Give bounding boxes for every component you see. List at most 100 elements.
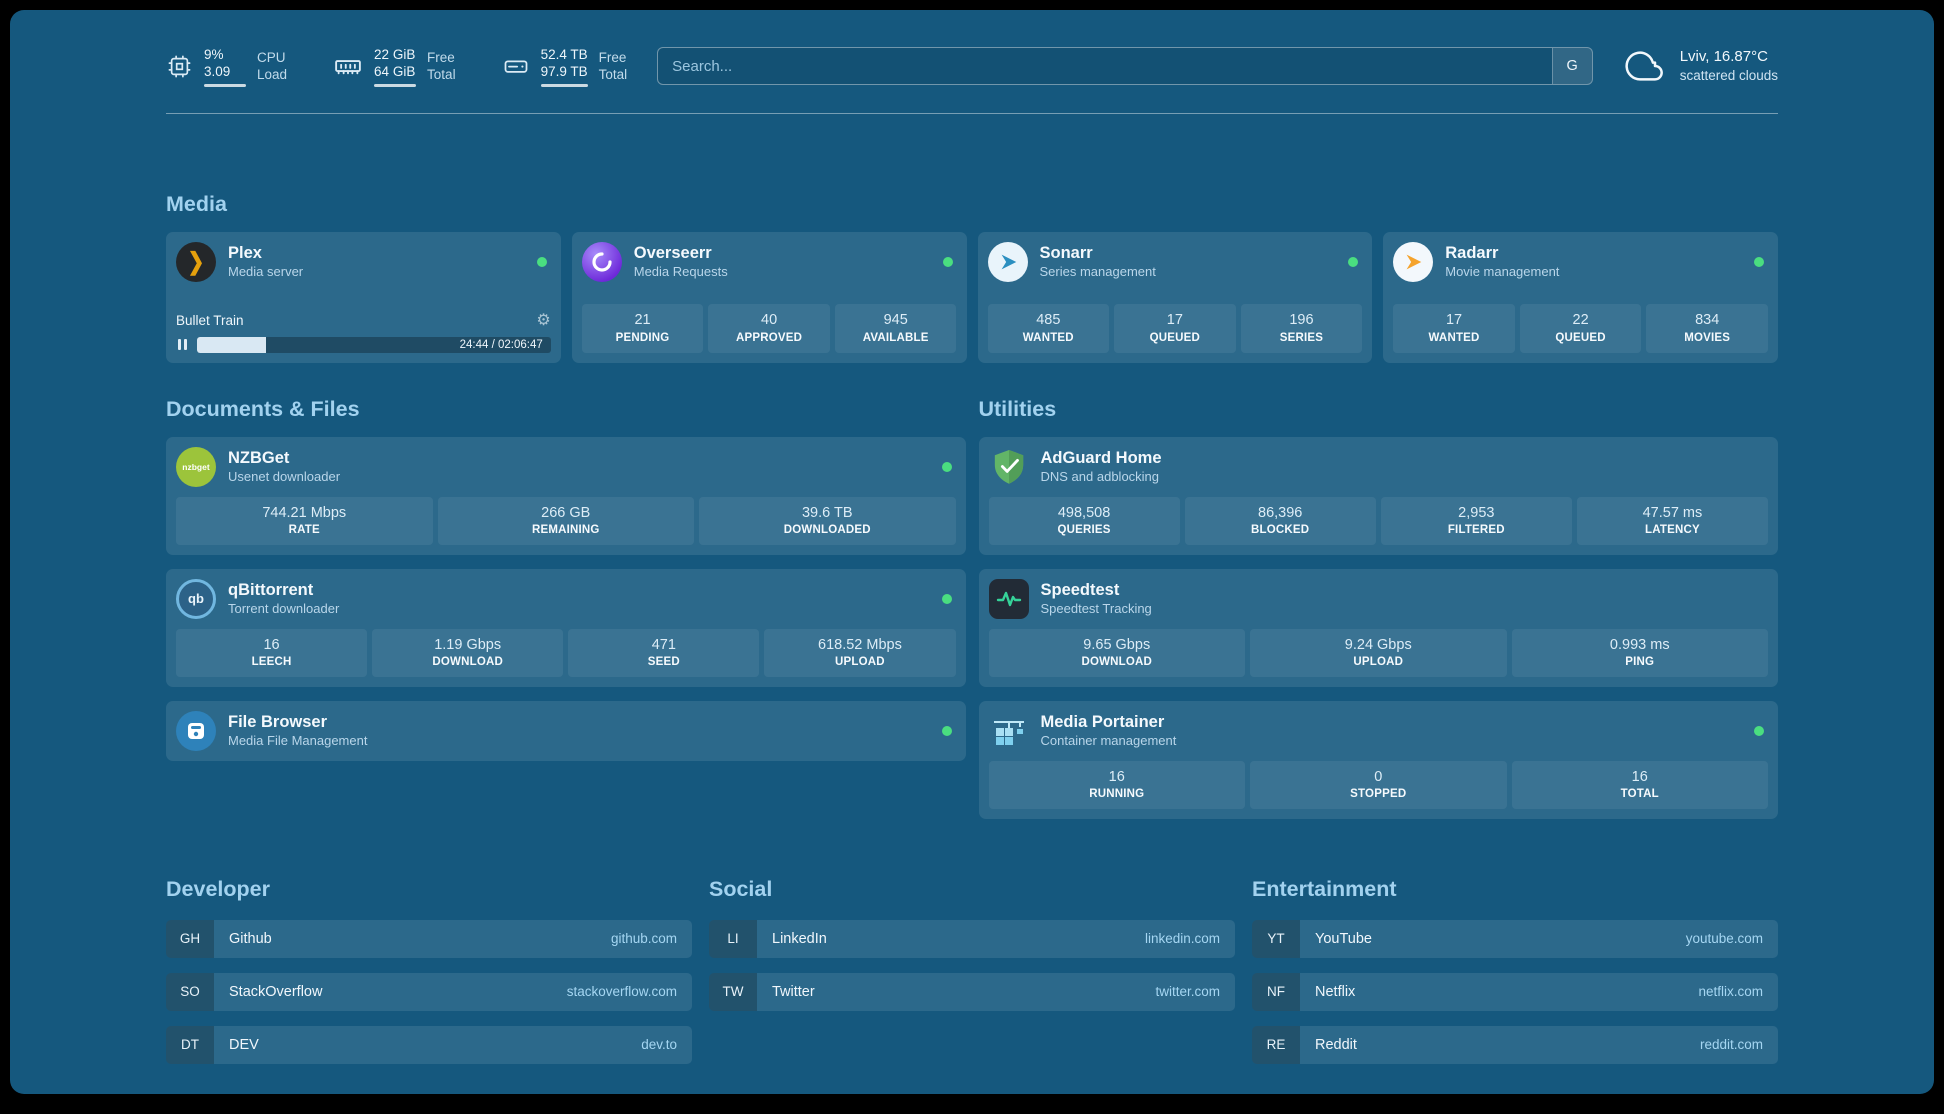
service-card-plex[interactable]: ❯ Plex Media server Bullet Train ⚙ bbox=[166, 231, 561, 363]
service-title: Speedtest bbox=[1040, 581, 1120, 600]
disk-values: 52.4 TB 97.9 TB bbox=[540, 46, 588, 87]
card-titles: Speedtest Speedtest Tracking bbox=[1041, 580, 1152, 617]
card-titles: File Browser Media File Management bbox=[228, 712, 367, 749]
service-subtitle: Torrent downloader bbox=[228, 600, 340, 616]
disk-meter-bar bbox=[540, 83, 588, 87]
bookmark-youtube[interactable]: YT YouTube youtube.com bbox=[1252, 919, 1778, 958]
bookmark-name: Twitter bbox=[772, 983, 815, 1000]
playback-progress-bar[interactable]: 24:44 / 02:06:47 bbox=[197, 336, 551, 353]
nzbget-icon: nzbget bbox=[176, 446, 216, 487]
cpu-icon bbox=[166, 53, 193, 80]
filebrowser-icon bbox=[176, 710, 216, 751]
service-title: Radarr bbox=[1445, 244, 1499, 263]
service-card-nzbget[interactable]: nzbget NZBGet Usenet downloader 744.21 M… bbox=[166, 436, 966, 555]
cpu-usage-value: 9% bbox=[204, 47, 224, 62]
stat-download: 9.65 Gbps DOWNLOAD bbox=[988, 628, 1245, 677]
bookmark-name: Reddit bbox=[1315, 1036, 1357, 1053]
bookmark-url: dev.to bbox=[641, 1037, 677, 1053]
stat-wanted: 17 WANTED bbox=[1393, 304, 1515, 353]
service-card-speedtest[interactable]: Speedtest Speedtest Tracking 9.65 Gbps D… bbox=[978, 568, 1778, 687]
service-card-adguard[interactable]: AdGuard Home DNS and adblocking 498,508 … bbox=[978, 436, 1778, 555]
search-input[interactable] bbox=[658, 48, 1552, 85]
service-card-qbittorrent[interactable]: qb qBittorrent Torrent downloader 16 LEE… bbox=[166, 568, 966, 687]
cloud-icon bbox=[1623, 46, 1667, 86]
status-dot bbox=[536, 256, 547, 267]
section-documents: Documents & Files nzbget NZBGet Usenet d… bbox=[166, 397, 966, 761]
card-header: nzbget NZBGet Usenet downloader bbox=[176, 446, 956, 487]
now-playing: Bullet Train ⚙ 24:44 / 02:06:47 bbox=[176, 307, 551, 353]
bookmark-twitter[interactable]: TW Twitter twitter.com bbox=[709, 972, 1235, 1011]
bookmark-url: twitter.com bbox=[1155, 984, 1220, 1000]
bookmark-netflix[interactable]: NF Netflix netflix.com bbox=[1252, 972, 1778, 1011]
card-titles: Overseerr Media Requests bbox=[634, 243, 728, 280]
stats-row: 485 WANTED 17 QUEUED 196 SERIES bbox=[987, 304, 1363, 353]
service-subtitle: Media File Management bbox=[228, 732, 368, 748]
service-subtitle: Media server bbox=[228, 263, 304, 279]
bookmark-linkedin[interactable]: LI LinkedIn linkedin.com bbox=[709, 919, 1235, 958]
radarr-icon bbox=[1393, 241, 1434, 282]
section-title-documents: Documents & Files bbox=[166, 396, 360, 421]
free-label: Free bbox=[598, 50, 627, 65]
service-card-filebrowser[interactable]: File Browser Media File Management bbox=[166, 700, 966, 761]
bookmark-github[interactable]: GH Github github.com bbox=[166, 919, 692, 958]
now-playing-row: Bullet Train ⚙ bbox=[176, 311, 551, 329]
service-card-sonarr[interactable]: Sonarr Series management 485 WANTED 17 Q… bbox=[977, 231, 1373, 363]
card-titles: Radarr Movie management bbox=[1445, 243, 1559, 280]
service-card-radarr[interactable]: Radarr Movie management 17 WANTED 22 QUE… bbox=[1383, 231, 1778, 363]
service-card-overseerr[interactable]: Overseerr Media Requests 21 PENDING 40 A… bbox=[571, 231, 967, 363]
top-bar: 9% 3.09 CPU Load bbox=[166, 10, 1778, 87]
service-card-portainer[interactable]: Media Portainer Container management 16 … bbox=[978, 700, 1778, 819]
cpu-meter-bar bbox=[204, 83, 246, 87]
stat-upload: 9.24 Gbps UPLOAD bbox=[1250, 628, 1507, 677]
card-header: Sonarr Series management bbox=[987, 241, 1363, 282]
playback-row: 24:44 / 02:06:47 bbox=[176, 336, 551, 353]
service-subtitle: Container management bbox=[1040, 732, 1177, 748]
bookmark-name: StackOverflow bbox=[229, 983, 323, 1000]
bookmark-group-social: Social LI LinkedIn linkedin.com TW Twitt… bbox=[709, 877, 1235, 1011]
cpu-widget: 9% 3.09 CPU Load bbox=[166, 46, 287, 87]
gear-icon[interactable]: ⚙ bbox=[536, 311, 551, 329]
stats-row: 16 LEECH 1.19 Gbps DOWNLOAD 471 SEED 6 bbox=[176, 628, 956, 677]
media-card-grid: ❯ Plex Media server Bullet Train ⚙ bbox=[166, 231, 1778, 363]
status-dot bbox=[1754, 725, 1764, 736]
bookmark-abbr: DT bbox=[166, 1025, 214, 1064]
bookmark-dev[interactable]: DT DEV dev.to bbox=[166, 1025, 692, 1064]
pause-icon[interactable] bbox=[176, 339, 189, 351]
status-dot bbox=[1754, 256, 1764, 267]
service-title: Overseerr bbox=[633, 244, 712, 263]
stat-queued: 17 QUEUED bbox=[1114, 304, 1236, 353]
weather-condition: scattered clouds bbox=[1679, 68, 1778, 84]
bookmark-url: linkedin.com bbox=[1144, 931, 1220, 947]
disk-widget: 52.4 TB 97.9 TB Free Total bbox=[502, 46, 628, 87]
bookmark-url: reddit.com bbox=[1699, 1037, 1763, 1053]
search-provider-button[interactable]: G bbox=[1551, 48, 1592, 85]
stat-upload: 618.52 Mbps UPLOAD bbox=[764, 628, 956, 677]
card-titles: Plex Media server bbox=[228, 243, 303, 280]
resource-widgets: 9% 3.09 CPU Load bbox=[166, 46, 627, 87]
stat-ping: 0.993 ms PING bbox=[1511, 628, 1768, 677]
bookmarks-section: Developer GH Github github.com SO StackO… bbox=[166, 877, 1778, 1064]
bookmark-url: stackoverflow.com bbox=[566, 984, 677, 1000]
stat-available: 945 AVAILABLE bbox=[834, 304, 957, 353]
memory-meter-bar bbox=[374, 83, 417, 87]
card-titles: Sonarr Series management bbox=[1040, 243, 1156, 280]
middle-columns: Documents & Files nzbget NZBGet Usenet d… bbox=[166, 397, 1778, 819]
bookmark-url: netflix.com bbox=[1698, 984, 1763, 1000]
weather-widget: Lviv, 16.87°C scattered clouds bbox=[1623, 46, 1778, 86]
stat-series: 196 SERIES bbox=[1240, 304, 1363, 353]
portainer-icon bbox=[989, 711, 1029, 751]
adguard-icon bbox=[989, 447, 1029, 487]
disk-labels: Free Total bbox=[599, 49, 628, 84]
card-header: Overseerr Media Requests bbox=[581, 241, 957, 282]
qbittorrent-icon: qb bbox=[176, 578, 216, 619]
cpu-labels: CPU Load bbox=[257, 49, 287, 84]
card-titles: qBittorrent Torrent downloader bbox=[228, 580, 339, 617]
memory-labels: Free Total bbox=[427, 49, 456, 84]
bookmark-stackoverflow[interactable]: SO StackOverflow stackoverflow.com bbox=[166, 972, 692, 1011]
now-playing-title: Bullet Train bbox=[176, 313, 244, 329]
bookmark-name: YouTube bbox=[1315, 930, 1372, 947]
sonarr-icon bbox=[987, 241, 1028, 282]
bookmark-reddit[interactable]: RE Reddit reddit.com bbox=[1252, 1025, 1778, 1064]
stat-blocked: 86,396 BLOCKED bbox=[1184, 496, 1376, 545]
service-subtitle: Movie management bbox=[1445, 263, 1560, 279]
